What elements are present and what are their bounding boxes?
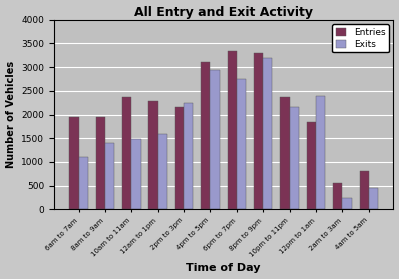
Bar <box>316 96 325 210</box>
Bar <box>333 183 342 210</box>
Bar <box>148 101 158 210</box>
Y-axis label: Number of Vehicles: Number of Vehicles <box>6 61 16 168</box>
Bar <box>227 50 237 210</box>
X-axis label: Time of Day: Time of Day <box>186 263 261 273</box>
Bar <box>342 198 352 210</box>
Bar <box>237 79 246 210</box>
Bar <box>201 62 210 210</box>
Bar <box>210 69 220 210</box>
Title: All Entry and Exit Activity: All Entry and Exit Activity <box>134 6 313 19</box>
Bar <box>122 97 131 210</box>
Bar <box>184 103 193 210</box>
Bar <box>69 117 79 210</box>
Bar <box>307 122 316 210</box>
Bar <box>280 97 290 210</box>
Bar <box>105 143 114 210</box>
Bar <box>175 107 184 210</box>
Bar <box>369 188 378 210</box>
Bar <box>290 107 299 210</box>
Bar <box>96 117 105 210</box>
Bar <box>263 58 273 210</box>
Bar <box>158 134 167 210</box>
Legend: Entries, Exits: Entries, Exits <box>332 24 389 52</box>
Bar <box>359 172 369 210</box>
Bar <box>254 53 263 210</box>
Bar <box>131 139 140 210</box>
Bar <box>79 157 88 210</box>
